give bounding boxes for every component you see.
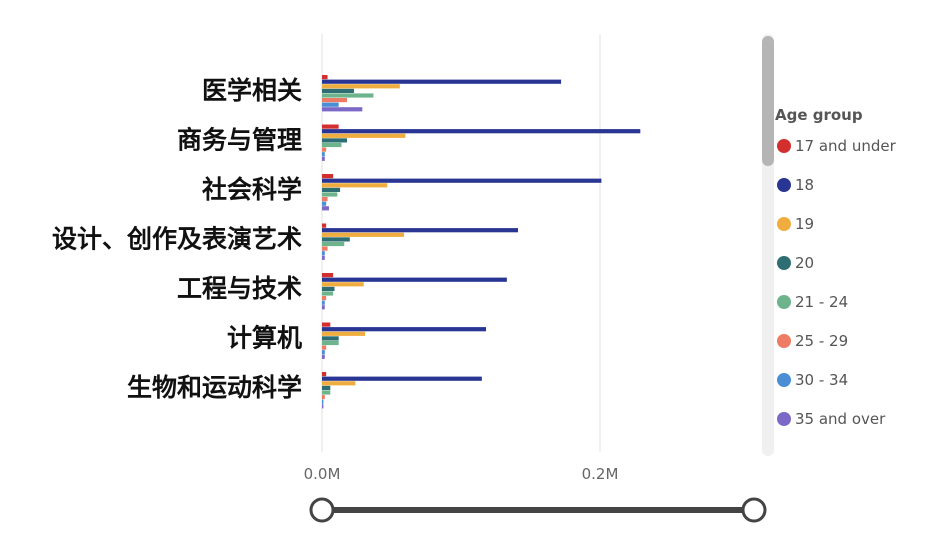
bar[interactable] — [322, 156, 325, 161]
category-label: 计算机 — [227, 324, 302, 353]
bar[interactable] — [322, 399, 324, 404]
bar[interactable] — [322, 147, 327, 152]
bar[interactable] — [322, 345, 327, 350]
legend-title: Age group — [775, 106, 863, 124]
bar[interactable] — [322, 372, 327, 377]
x-tick-label: 0.2M — [582, 465, 619, 483]
bar[interactable] — [322, 305, 325, 310]
bar[interactable] — [322, 183, 388, 188]
bar[interactable] — [322, 79, 562, 84]
bar[interactable] — [322, 152, 325, 157]
legend-swatch[interactable] — [777, 295, 791, 309]
bars — [322, 75, 641, 409]
bar[interactable] — [322, 327, 487, 332]
bar[interactable] — [322, 133, 406, 138]
legend-item-label[interactable]: 30 - 34 — [795, 371, 848, 389]
bar[interactable] — [322, 385, 331, 390]
bar[interactable] — [322, 381, 356, 386]
bar[interactable] — [322, 331, 366, 336]
legend-swatch[interactable] — [777, 334, 791, 348]
bar[interactable] — [322, 187, 341, 192]
legend-item-label[interactable]: 19 — [795, 215, 814, 233]
x-tick-label: 0.0M — [304, 465, 341, 483]
bar[interactable] — [322, 107, 363, 112]
bar[interactable] — [322, 174, 334, 179]
bar[interactable] — [322, 124, 339, 129]
bar[interactable] — [322, 197, 328, 202]
category-label: 生物和运动科学 — [127, 373, 302, 402]
bar[interactable] — [322, 322, 331, 327]
legend-swatch[interactable] — [777, 412, 791, 426]
bar[interactable] — [322, 376, 482, 381]
bar[interactable] — [322, 206, 329, 211]
bar[interactable] — [322, 404, 324, 409]
legend: Age group 17 and under 18 19 20 21 - 24 25 - … — [762, 34, 897, 456]
bar[interactable] — [322, 336, 339, 341]
legend-swatch[interactable] — [777, 139, 791, 153]
legend-item-label[interactable]: 20 — [795, 254, 814, 272]
legend-swatch[interactable] — [777, 373, 791, 387]
legend-item-label[interactable]: 35 and over — [795, 410, 886, 428]
bar[interactable] — [322, 354, 325, 359]
bar[interactable] — [322, 340, 339, 346]
bar[interactable] — [322, 255, 325, 260]
bar[interactable] — [322, 223, 327, 228]
bar[interactable] — [322, 138, 348, 143]
legend-item-label[interactable]: 17 and under — [795, 137, 897, 155]
bar[interactable] — [322, 75, 328, 80]
legend-swatch[interactable] — [777, 178, 791, 192]
zoom-slider[interactable] — [309, 497, 767, 523]
category-label: 社会科学 — [202, 175, 302, 204]
bar[interactable] — [322, 300, 325, 305]
category-label: 医学相关 — [202, 76, 302, 105]
bar[interactable] — [322, 102, 339, 107]
bar[interactable] — [322, 142, 342, 148]
bar[interactable] — [322, 251, 325, 256]
legend-swatch[interactable] — [777, 217, 791, 231]
category-label: 工程与技术 — [177, 274, 302, 303]
legend-item-label[interactable]: 21 - 24 — [795, 293, 848, 311]
bar[interactable] — [322, 228, 518, 233]
bar[interactable] — [322, 246, 328, 251]
category-label: 设计、创作及表演艺术 — [52, 225, 302, 254]
legend-item-label[interactable]: 18 — [795, 176, 814, 194]
bar[interactable] — [322, 273, 334, 278]
bar[interactable] — [322, 192, 338, 197]
legend-swatch[interactable] — [777, 256, 791, 270]
x-axis-ticks: 0.0M 0.2M — [304, 465, 619, 483]
bar[interactable] — [322, 93, 374, 98]
bar[interactable] — [322, 232, 405, 237]
bar[interactable] — [322, 201, 327, 206]
bar[interactable] — [322, 296, 327, 301]
category-label: 商务与管理 — [177, 126, 302, 155]
bar[interactable] — [322, 237, 350, 242]
bar[interactable] — [322, 291, 334, 296]
bar[interactable] — [322, 178, 602, 183]
legend-scrollbar-thumb[interactable] — [762, 36, 774, 166]
bar[interactable] — [322, 88, 354, 93]
bar[interactable] — [322, 98, 348, 103]
bar[interactable] — [322, 390, 331, 395]
bar[interactable] — [322, 129, 641, 134]
bar[interactable] — [322, 277, 507, 282]
bar[interactable] — [322, 286, 335, 291]
bar[interactable] — [322, 350, 325, 355]
bar[interactable] — [322, 282, 364, 287]
zoom-slider-start-handle[interactable] — [309, 497, 335, 523]
bar[interactable] — [322, 84, 400, 89]
legend-item-label[interactable]: 25 - 29 — [795, 332, 848, 350]
bar[interactable] — [322, 395, 325, 400]
bar[interactable] — [322, 241, 345, 247]
zoom-slider-end-handle[interactable] — [741, 497, 767, 523]
